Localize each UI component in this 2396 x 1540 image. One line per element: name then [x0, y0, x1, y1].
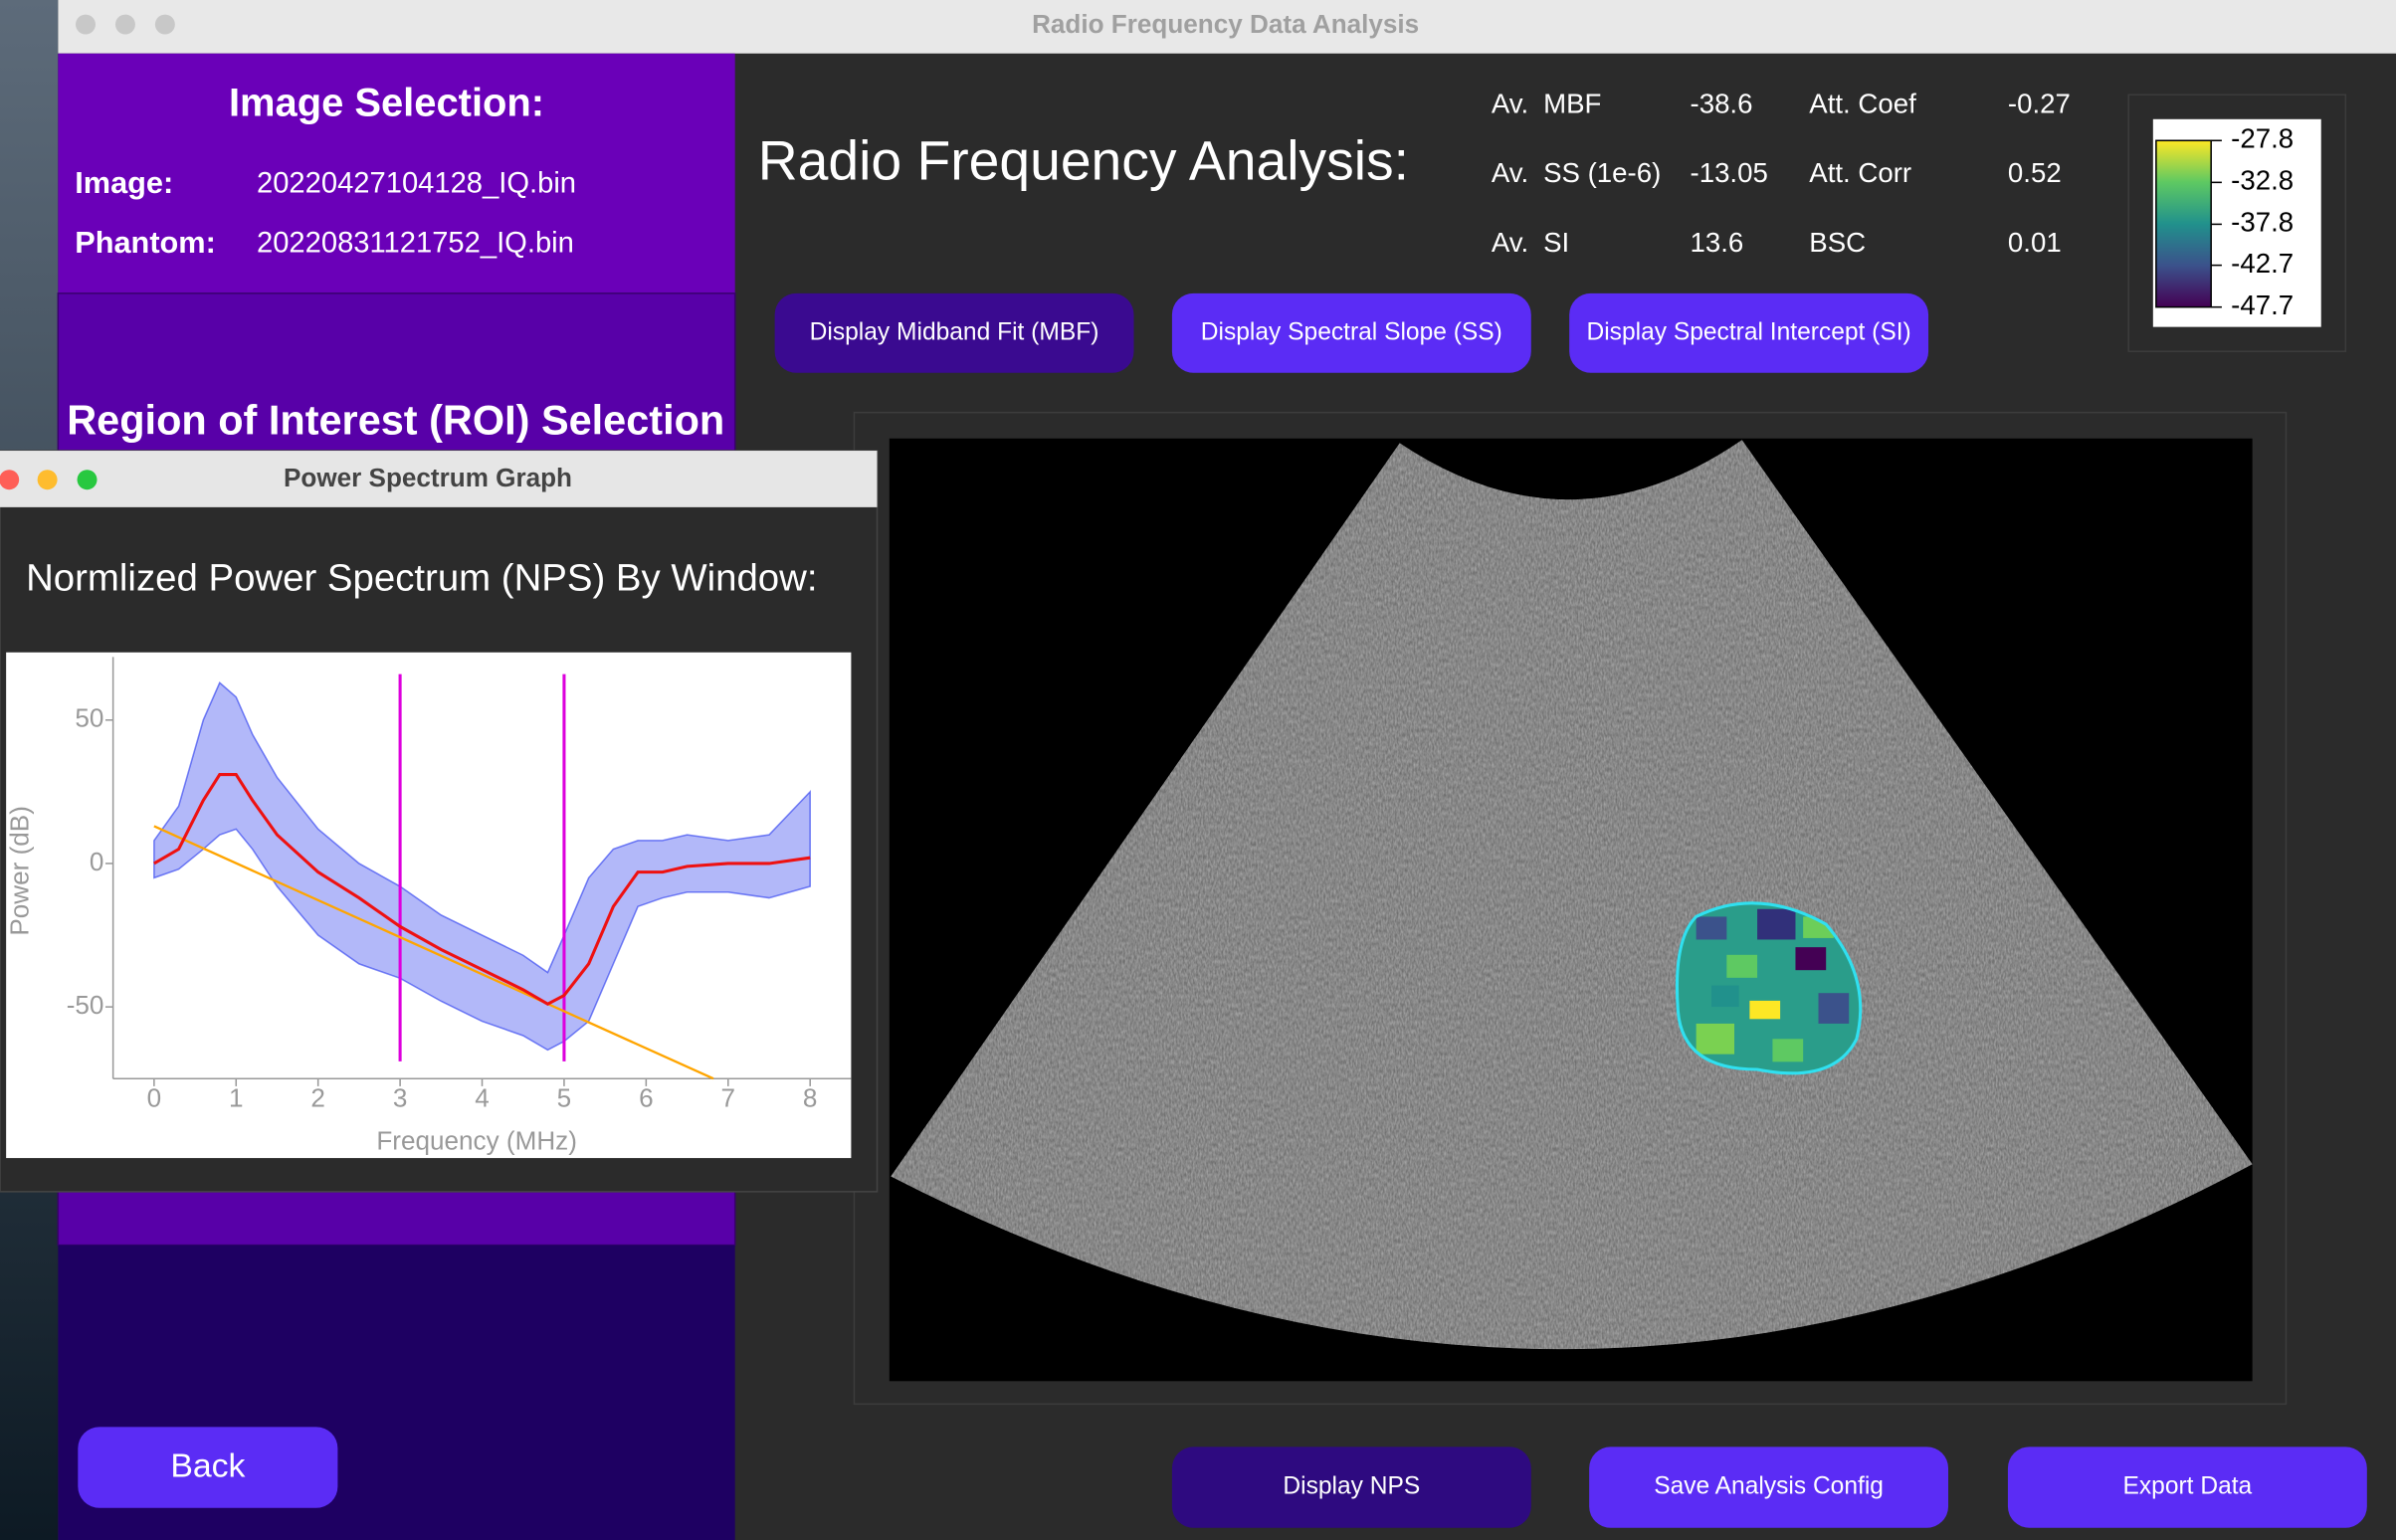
- zoom[interactable]: [154, 14, 175, 35]
- stat: Att. Corr: [1809, 157, 1911, 188]
- stat: 13.6: [1691, 227, 1744, 258]
- speckle: [891, 440, 2253, 1350]
- title-bar: [0, 451, 878, 507]
- button-label: Export Data: [2123, 1473, 2253, 1500]
- x-tick-label: 1: [229, 1083, 244, 1113]
- stat: Att. Coef: [1809, 88, 1916, 118]
- value: 20220427104128_IQ.bin: [257, 168, 576, 200]
- button[interactable]: [774, 292, 1134, 373]
- x-tick-label: 6: [639, 1083, 654, 1113]
- button-label: Display Spectral Intercept (SI): [1586, 318, 1910, 345]
- analysis-title: Radio Frequency Analysis:: [758, 129, 1409, 191]
- stat: 0.52: [2008, 157, 2062, 188]
- plot-bg: [6, 652, 852, 1159]
- colorbar-label: -47.7: [2231, 289, 2294, 320]
- y-tick-label: 50: [75, 703, 103, 733]
- stat: -38.6: [1691, 88, 1753, 118]
- stat: -0.27: [2008, 88, 2071, 118]
- button[interactable]: [2007, 1446, 2367, 1528]
- stat: -13.05: [1691, 157, 1768, 188]
- minimize[interactable]: [37, 470, 58, 490]
- button[interactable]: [1171, 1446, 1531, 1528]
- button-label: Display NPS: [1283, 1473, 1420, 1500]
- x-axis-label: Frequency (MHz): [376, 1126, 577, 1156]
- minimize[interactable]: [114, 14, 135, 35]
- back-button[interactable]: [78, 1427, 338, 1508]
- y-axis-label: Power (dB): [4, 806, 34, 936]
- panel-title: Image Selection:: [229, 82, 544, 125]
- y-tick-label: 0: [90, 847, 104, 876]
- value: 20220831121752_IQ.bin: [257, 227, 574, 259]
- stat: BSC: [1809, 227, 1866, 258]
- label: Image:: [75, 165, 173, 200]
- image-panel: [58, 53, 735, 293]
- stat: SI: [1543, 227, 1569, 258]
- roi-outline: [1675, 901, 1863, 1075]
- x-tick-label: 8: [803, 1083, 818, 1113]
- colorbar-label: -27.8: [2231, 123, 2294, 154]
- roi-map: [1677, 902, 1861, 1073]
- mean-line: [153, 773, 811, 1007]
- x-tick-label: 5: [557, 1083, 572, 1113]
- colorbar: [2155, 139, 2212, 308]
- stat: MBF: [1543, 88, 1601, 118]
- close[interactable]: [0, 470, 20, 490]
- stat: Av.: [1492, 157, 1528, 188]
- close[interactable]: [76, 14, 96, 35]
- panel-title: Region of Interest (ROI) Selection: [67, 396, 724, 443]
- fit-line: [153, 825, 714, 1080]
- x-tick-label: 2: [310, 1083, 325, 1113]
- x-tick-label: 7: [721, 1083, 736, 1113]
- stat: 0.01: [2008, 227, 2062, 258]
- zoom[interactable]: [77, 470, 98, 490]
- button-label: Display Midband Fit (MBF): [810, 318, 1099, 345]
- colorbar-label: -32.8: [2231, 165, 2294, 196]
- title-bar: [58, 0, 2396, 54]
- colorbar-label: -37.8: [2231, 207, 2294, 238]
- button[interactable]: [1569, 292, 1929, 373]
- chart-heading: Normlized Power Spectrum (NPS) By Window…: [26, 557, 817, 600]
- x-tick-label: 0: [147, 1083, 162, 1113]
- button-label: Back: [170, 1447, 245, 1485]
- label: Phantom:: [75, 225, 216, 260]
- stat: Av.: [1492, 88, 1528, 118]
- button-label: Display Spectral Slope (SS): [1201, 318, 1502, 345]
- y-tick-label: -50: [67, 990, 104, 1020]
- colorbar-label: -42.7: [2231, 248, 2294, 279]
- button[interactable]: [1171, 292, 1531, 373]
- button[interactable]: [1589, 1446, 1949, 1528]
- window-title: Power Spectrum Graph: [284, 463, 572, 492]
- button-label: Save Analysis Config: [1654, 1473, 1884, 1500]
- window-title: Radio Frequency Data Analysis: [1032, 9, 1419, 39]
- stat: Av.: [1492, 227, 1528, 258]
- stat: SS (1e-6): [1543, 157, 1661, 188]
- x-tick-label: 3: [393, 1083, 408, 1113]
- window-spread: [153, 681, 811, 1052]
- x-tick-label: 4: [475, 1083, 490, 1113]
